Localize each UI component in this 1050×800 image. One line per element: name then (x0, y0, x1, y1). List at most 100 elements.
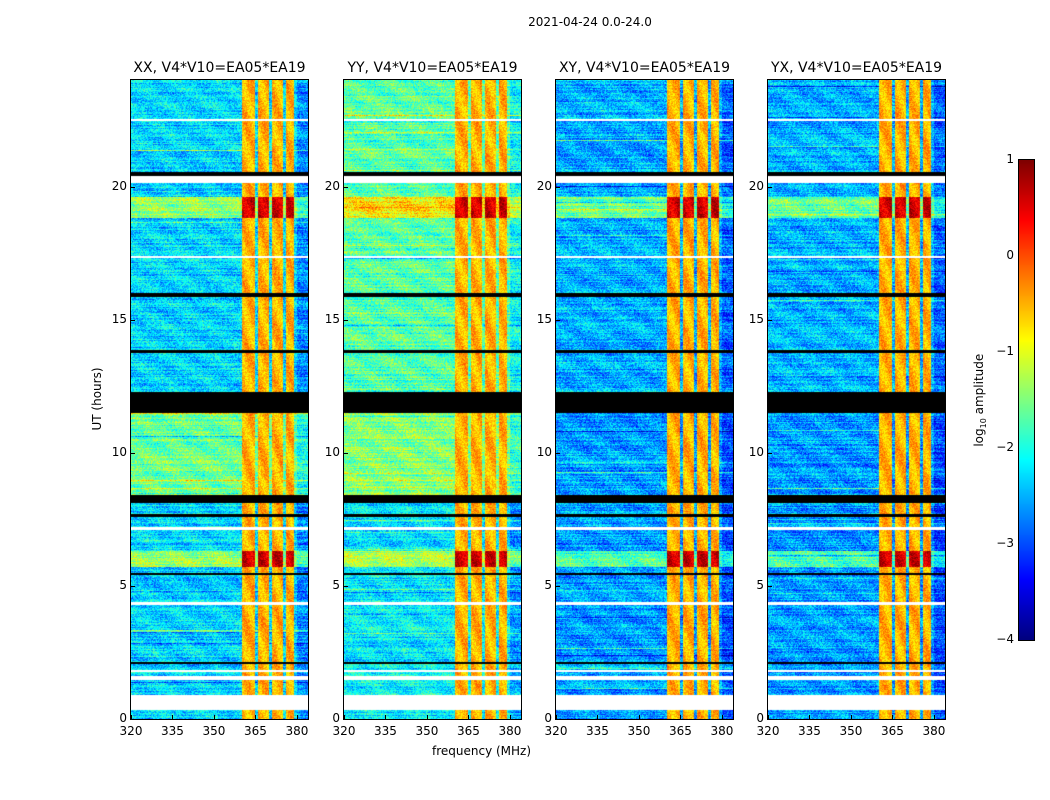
spectrogram-image (556, 80, 733, 719)
x-tick-label: 365 (244, 724, 267, 738)
y-tick-mark (768, 452, 772, 454)
y-tick-mark (768, 186, 772, 188)
x-tick-mark (509, 715, 511, 719)
x-tick-mark (850, 715, 852, 719)
y-tick-label: 10 (748, 444, 764, 459)
x-tick-mark (680, 715, 682, 719)
y-tick-label: 20 (324, 178, 340, 193)
y-tick-label: 15 (536, 311, 552, 326)
x-tick-mark (296, 715, 298, 719)
spectrogram-panel (343, 79, 522, 720)
spectrogram-panel (767, 79, 946, 720)
spectrogram-image (344, 80, 521, 719)
x-tick-label: 320 (756, 724, 780, 738)
x-tick-mark (385, 715, 387, 719)
colorbar-tick-label: −3 (996, 536, 1014, 550)
colorbar-gradient (1019, 160, 1034, 640)
y-tick-mark (344, 186, 348, 188)
x-tick-mark (721, 715, 723, 719)
x-tick-mark (426, 715, 428, 719)
panel-title: XY, V4*V10=EA05*EA19 (558, 60, 731, 76)
colorbar-tick-label: 1 (1006, 152, 1014, 166)
x-tick-mark (255, 715, 257, 719)
x-tick-label: 350 (839, 724, 863, 738)
y-tick-label: 20 (111, 178, 127, 193)
x-tick-label: 335 (161, 724, 184, 738)
y-tick-label: 15 (748, 311, 764, 326)
y-tick-mark (768, 719, 772, 720)
x-tick-mark (172, 715, 174, 719)
y-tick-label: 20 (536, 178, 552, 193)
x-tick-mark (131, 715, 132, 719)
y-tick-label: 0 (544, 711, 552, 725)
x-axis-label: frequency (MHz) (432, 744, 532, 758)
x-tick-mark (556, 715, 557, 719)
x-tick-label: 365 (881, 724, 904, 738)
colorbar-label-sub: 10 (979, 418, 989, 429)
y-tick-label: 5 (332, 577, 340, 592)
y-tick-mark (344, 719, 348, 720)
figure-title: 2021-04-24 0.0-24.0 (528, 15, 652, 29)
y-tick-mark (556, 585, 560, 587)
y-tick-mark (768, 319, 772, 321)
x-tick-label: 320 (332, 724, 356, 738)
colorbar (1018, 159, 1035, 641)
x-tick-mark (597, 715, 599, 719)
panel-title: YX, V4*V10=EA05*EA19 (770, 60, 943, 76)
x-tick-label: 320 (544, 724, 568, 738)
spectrogram-panel (555, 79, 734, 720)
y-tick-label: 5 (756, 577, 764, 592)
y-tick-label: 5 (119, 577, 127, 592)
y-tick-mark (131, 319, 135, 321)
y-axis-label: UT (hours) (90, 367, 104, 431)
y-tick-label: 15 (111, 311, 127, 326)
spectrogram-image (768, 80, 945, 719)
panel-title: YY, V4*V10=EA05*EA19 (347, 60, 518, 76)
x-tick-mark (213, 715, 215, 719)
y-tick-label: 10 (324, 444, 340, 459)
y-tick-mark (556, 719, 560, 720)
x-tick-label: 380 (710, 724, 734, 738)
y-tick-mark (556, 319, 560, 321)
y-tick-label: 15 (324, 311, 340, 326)
spectrogram-image (131, 80, 308, 719)
x-tick-label: 335 (586, 724, 609, 738)
x-tick-label: 380 (498, 724, 522, 738)
x-tick-mark (638, 715, 640, 719)
x-tick-label: 350 (415, 724, 439, 738)
y-tick-label: 0 (756, 711, 764, 725)
y-tick-label: 10 (111, 444, 127, 459)
colorbar-tick-label: 0 (1006, 248, 1014, 262)
x-tick-label: 365 (669, 724, 692, 738)
colorbar-label-suffix: amplitude (971, 353, 986, 419)
x-tick-mark (933, 715, 935, 719)
y-tick-mark (131, 452, 135, 454)
x-tick-mark (809, 715, 811, 719)
y-tick-mark (344, 585, 348, 587)
y-tick-mark (556, 186, 560, 188)
y-tick-mark (131, 719, 135, 720)
y-tick-mark (344, 319, 348, 321)
x-tick-label: 380 (285, 724, 309, 738)
x-tick-label: 335 (798, 724, 821, 738)
y-tick-label: 0 (332, 711, 340, 725)
y-tick-label: 0 (119, 711, 127, 725)
x-tick-label: 350 (627, 724, 651, 738)
spectrogram-panel (130, 79, 309, 720)
y-tick-mark (768, 585, 772, 587)
x-tick-label: 335 (374, 724, 397, 738)
y-tick-label: 20 (748, 178, 764, 193)
x-tick-mark (344, 715, 345, 719)
y-tick-mark (556, 452, 560, 454)
panel-title: XX, V4*V10=EA05*EA19 (133, 60, 306, 76)
colorbar-tick-label: −1 (996, 344, 1014, 358)
x-tick-mark (468, 715, 470, 719)
y-tick-label: 5 (544, 577, 552, 592)
y-tick-mark (131, 186, 135, 188)
x-tick-mark (768, 715, 769, 719)
x-tick-label: 365 (457, 724, 480, 738)
colorbar-tick-label: −4 (996, 632, 1014, 646)
y-tick-mark (131, 585, 135, 587)
y-tick-mark (344, 452, 348, 454)
x-tick-label: 350 (202, 724, 226, 738)
